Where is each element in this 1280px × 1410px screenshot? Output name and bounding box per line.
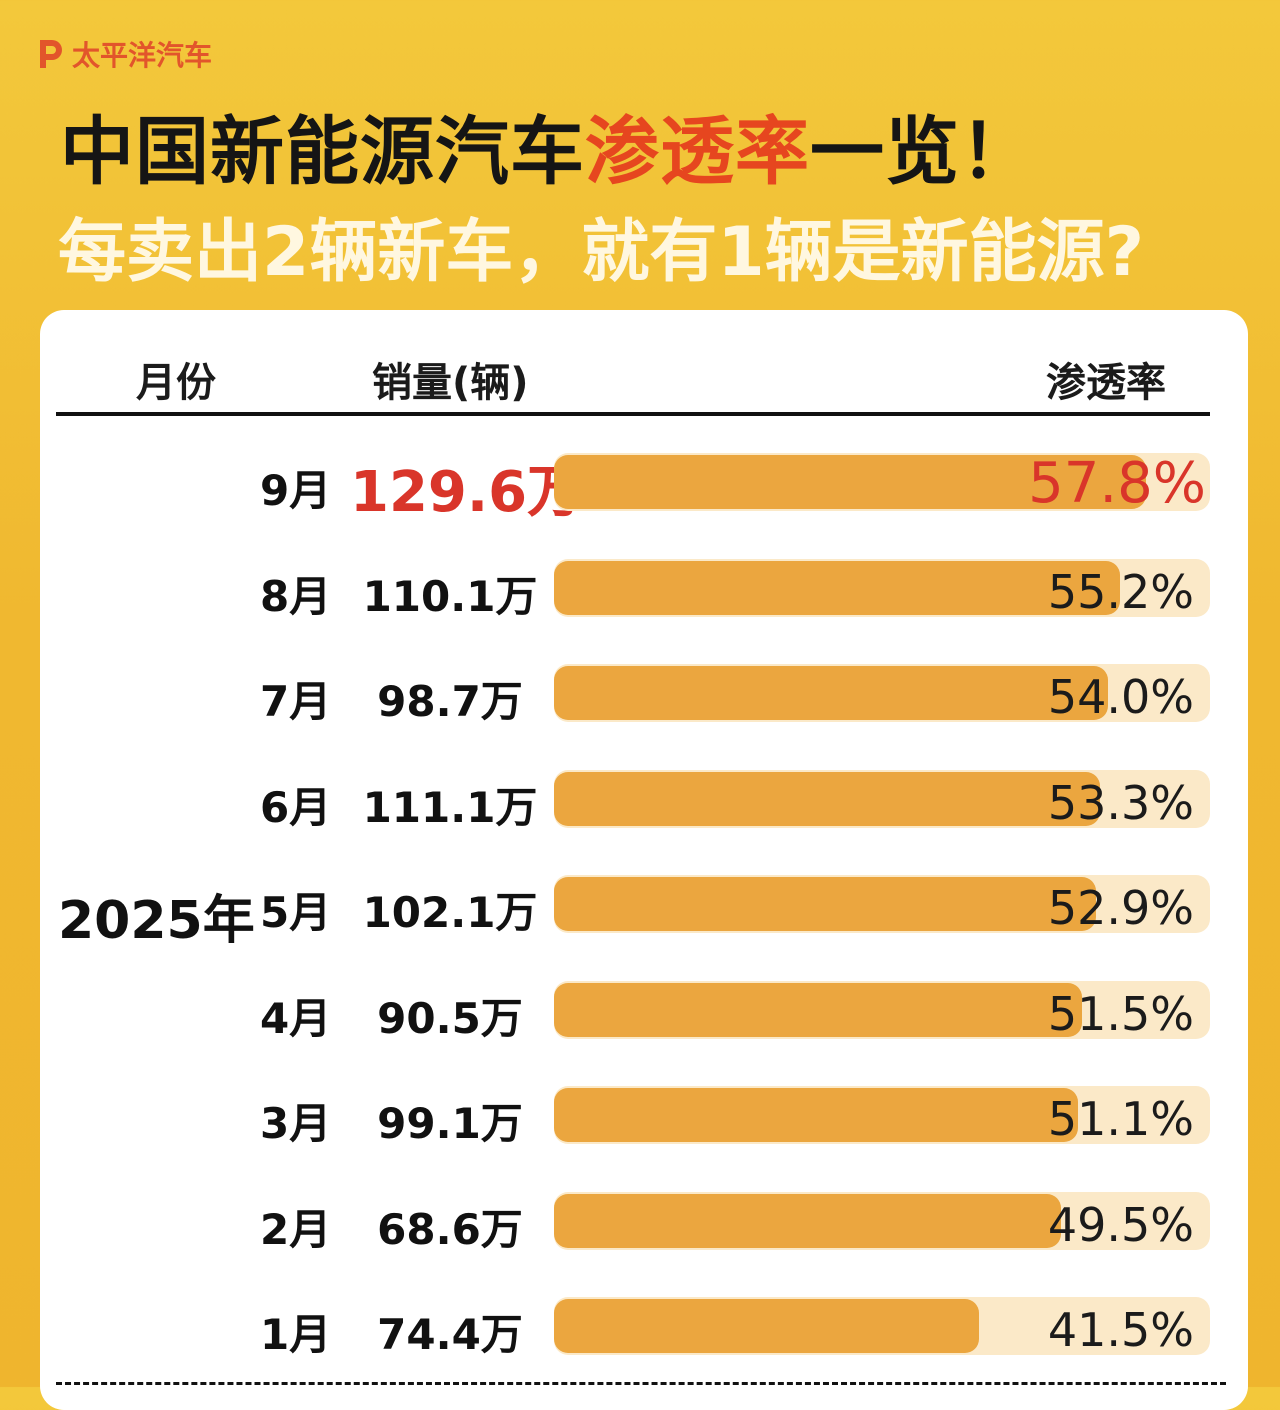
bar-row: 1月 74.4万 41.5% [40,1297,1248,1359]
month-label: 6月 [260,782,332,832]
sales-value: 102.1万 [362,888,538,937]
pcauto-logo-icon [40,40,62,68]
bar-track: 55.2% [554,558,1210,619]
bar [554,1088,1078,1142]
bar [554,1193,1061,1248]
rate-label: 49.5% [1047,1197,1194,1252]
bar-row: 7月 98.7万 54.0% [40,664,1248,726]
bar-track: 51.5% [554,980,1210,1041]
bar [554,771,1100,826]
month-label: 2月 [260,1204,332,1254]
sales-value: 74.4万 [377,1310,523,1359]
sales-value: 110.1万 [362,571,538,621]
sales-value: 68.6万 [377,1204,523,1254]
bar-track: 54.0% [554,664,1210,724]
chart-card: 月份 销量(辆) 渗透率 2025年 9月 129.6万 57.8% 8月 110.1万… [40,310,1248,1410]
month-label: 1月 [260,1310,332,1359]
bar-row: 3月 99.1万 51.1% [40,1086,1248,1148]
bar [554,560,1120,615]
brand-name: 太平洋汽车 [72,39,213,72]
bar-track: 57.8% [554,451,1210,516]
bar [554,877,1096,931]
bar-row: 2月 68.6万 49.5% [40,1191,1248,1254]
bar-track: 41.5% [554,1297,1210,1357]
month-label: 4月 [260,993,332,1043]
column-header-month: 月份 [136,360,216,406]
rate-label: 51.1% [1047,1092,1194,1146]
bar-row: 8月 110.1万 55.2% [40,558,1248,621]
title-part2: 一览！ [810,109,1035,195]
bar-track: 53.3% [554,769,1210,830]
sales-value: 111.1万 [362,782,538,832]
sales-value: 90.5万 [377,993,523,1043]
bar-row: 6月 111.1万 53.3% [40,769,1248,832]
bar [554,666,1108,720]
column-header-sales: 销量(辆) [372,360,529,406]
bar-track: 49.5% [554,1191,1210,1252]
rate-label: 51.5% [1047,986,1194,1041]
bar-track: 51.1% [554,1086,1210,1146]
page-subtitle: 每卖出2辆新车，就有1辆是新能源? [58,213,1145,292]
sales-value: 99.1万 [377,1099,523,1148]
month-label: 9月 [260,466,332,515]
bar-row: 9月 129.6万 57.8% [40,451,1248,525]
rate-label: 41.5% [1047,1303,1194,1357]
bar-track: 52.9% [554,875,1210,935]
bar-row: 4月 90.5万 51.5% [40,980,1248,1043]
month-label: 5月 [260,888,332,937]
rate-label: 57.8% [1028,451,1206,516]
bar [554,455,1146,509]
rate-label: 53.3% [1047,775,1194,830]
page-title: 中国新能源汽车渗透率一览！ [60,92,1035,199]
column-header-rate: 渗透率 [1046,360,1166,406]
bar-row: 5月 102.1万 52.9% [40,875,1248,937]
bar [554,1299,979,1353]
header-divider [56,412,1210,416]
month-label: 8月 [260,571,332,621]
rate-label: 52.9% [1047,881,1194,935]
bottom-divider [56,1382,1226,1385]
title-part1: 中国新能源汽车 [60,109,585,195]
year-label: 2025年 [58,891,255,951]
month-label: 7月 [260,677,332,726]
rate-label: 54.0% [1047,670,1194,724]
bar [554,982,1082,1037]
month-label: 3月 [260,1099,332,1148]
brand-logo: 太平洋汽车 [36,34,212,74]
rate-label: 55.2% [1047,564,1194,619]
title-highlight: 渗透率 [585,109,810,195]
sales-value: 129.6万 [350,460,584,525]
sales-value: 98.7万 [377,677,523,726]
